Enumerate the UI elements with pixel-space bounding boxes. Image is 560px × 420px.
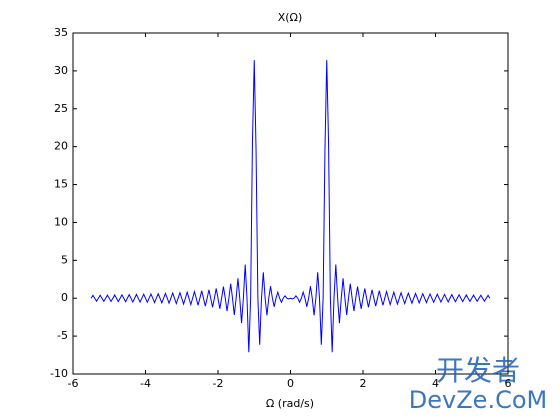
y-tick-label: 25	[54, 102, 68, 115]
y-tick-label: 15	[54, 178, 68, 191]
x-axis-label: Ω (rad/s)	[266, 397, 314, 410]
x-tick-label: 4	[432, 377, 439, 390]
watermark: 开发者	[436, 354, 520, 387]
plot-area	[72, 32, 509, 375]
x-tick-label: -6	[68, 377, 79, 390]
y-tick-label: 20	[54, 140, 68, 153]
data-line	[90, 60, 491, 353]
chart-title: X(Ω)	[278, 11, 303, 24]
x-tick-label: 6	[505, 377, 512, 390]
y-tick-label: -5	[57, 329, 68, 342]
x-tick-label: 0	[287, 377, 294, 390]
watermark: DevZe.CoM	[409, 386, 547, 414]
y-tick-label: 5	[61, 253, 68, 266]
x-tick-label: -2	[213, 377, 224, 390]
y-tick-label: 10	[54, 215, 68, 228]
y-tick-label: 0	[61, 291, 68, 304]
y-tick-label: -10	[50, 367, 68, 380]
y-tick-label: 35	[54, 26, 68, 39]
x-tick-label: -4	[140, 377, 151, 390]
y-tick-label: 30	[54, 64, 68, 77]
x-tick-label: 2	[360, 377, 367, 390]
